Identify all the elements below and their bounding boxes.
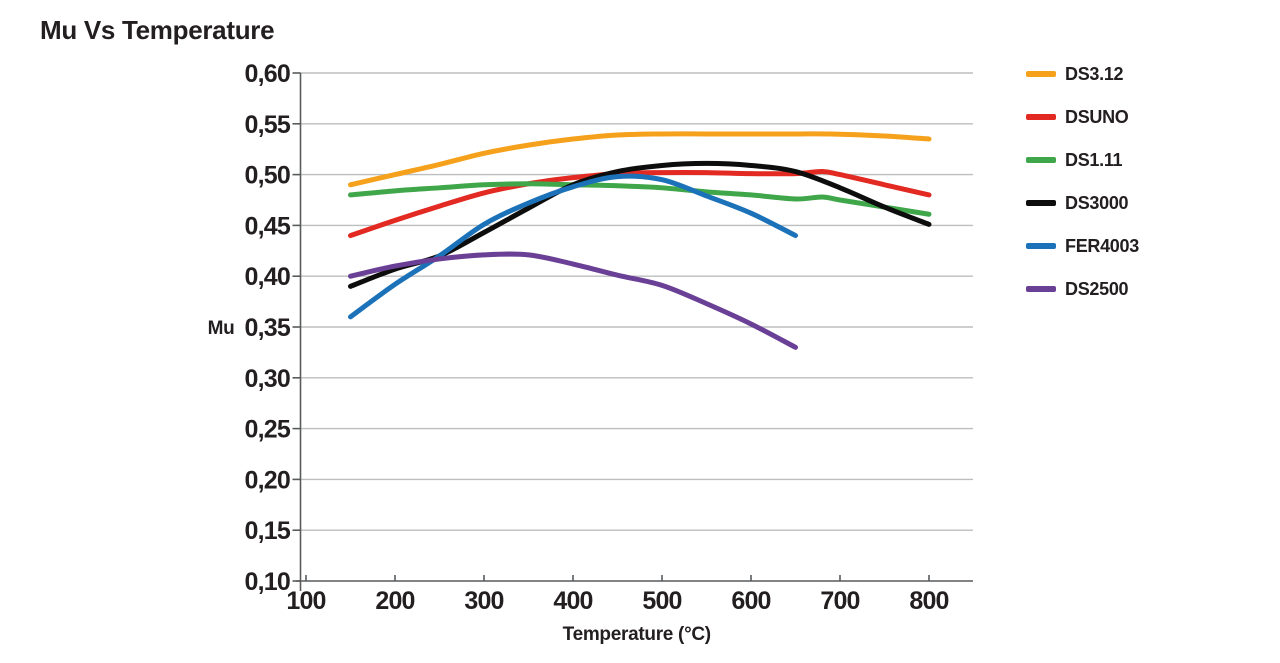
legend-item-ds1-11: DS1.11 — [1026, 150, 1139, 170]
series-line-ds3-12 — [348, 131, 932, 188]
legend-swatch-ds3000 — [1026, 200, 1056, 206]
x-tick-label: 600 — [731, 587, 770, 615]
x-tick-label: 400 — [553, 587, 592, 615]
legend-item-ds2500: DS2500 — [1026, 279, 1139, 299]
y-tick-label: 0,10 — [245, 568, 290, 596]
x-tick-label: 300 — [464, 587, 503, 615]
y-tick-label: 0,40 — [245, 263, 290, 291]
y-tick-label: 0,55 — [245, 111, 291, 139]
x-tick-label: 200 — [375, 587, 414, 615]
x-tick-label: 100 — [286, 587, 325, 615]
y-tick-label: 0,35 — [245, 314, 291, 342]
x-tick-label: 800 — [909, 587, 948, 615]
y-tick-label: 0,45 — [245, 212, 291, 240]
legend-label: DSUNO — [1065, 106, 1129, 127]
y-tick-label: 0,20 — [245, 466, 290, 494]
legend-swatch-ds3-12 — [1026, 71, 1056, 77]
legend-label: DS1.11 — [1065, 149, 1123, 170]
legend-label: FER4003 — [1065, 235, 1139, 256]
legend-swatch-fer4003 — [1026, 243, 1056, 249]
y-tick-label: 0,25 — [245, 416, 291, 444]
legend-label: DS3.12 — [1065, 63, 1124, 84]
legend-item-ds3000: DS3000 — [1026, 193, 1139, 213]
chart-title: Mu Vs Temperature — [40, 15, 275, 45]
x-tick-label: 500 — [642, 587, 681, 615]
chart-legend: DS3.12 DSUNO DS1.11 DS3000 FER4003 DS2500 — [1026, 64, 1139, 322]
y-axis-title: Mu — [208, 318, 235, 339]
legend-item-fer4003: FER4003 — [1026, 236, 1139, 256]
x-tick-label: 700 — [820, 587, 859, 615]
y-tick-label: 0,15 — [245, 517, 291, 545]
x-axis-title: Temperature (°C) — [563, 624, 711, 645]
series-line-ds2500 — [348, 251, 798, 350]
legend-label: DS3000 — [1065, 192, 1129, 213]
legend-swatch-ds2500 — [1026, 286, 1056, 292]
legend-swatch-dsuno — [1026, 114, 1056, 120]
series-line-ds1-11 — [348, 181, 932, 217]
legend-item-dsuno: DSUNO — [1026, 107, 1139, 127]
legend-item-ds3-12: DS3.12 — [1026, 64, 1139, 84]
series-line-dsuno — [348, 169, 932, 239]
series-line-fer4003 — [348, 173, 798, 320]
y-tick-label: 0,60 — [245, 60, 290, 88]
y-tick-label: 0,50 — [245, 162, 290, 190]
legend-swatch-ds1-11 — [1026, 157, 1056, 163]
legend-label: DS2500 — [1065, 278, 1129, 299]
y-tick-label: 0,30 — [245, 365, 290, 393]
